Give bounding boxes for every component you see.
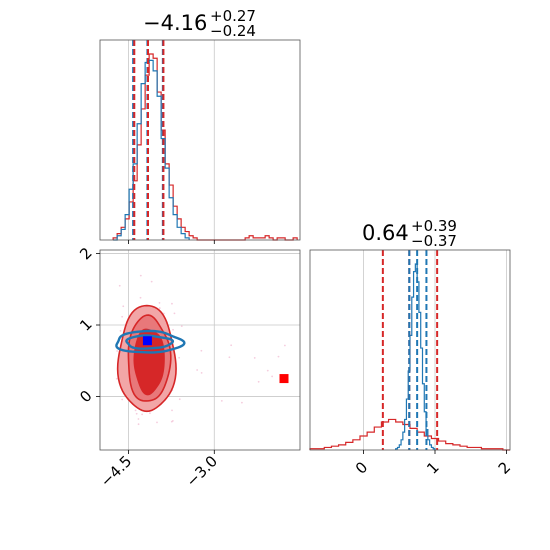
x-tick-label: 1	[423, 458, 442, 477]
y-tick-label: 2	[76, 244, 95, 263]
x-tick-label: −3.0	[183, 452, 221, 490]
sample-point	[230, 344, 233, 347]
marker-blue	[142, 336, 152, 346]
x-tick-label: 0	[352, 458, 371, 477]
x-tick-label: −4.5	[97, 452, 135, 490]
sample-point	[150, 280, 153, 283]
histogram-blue	[113, 59, 190, 241]
sample-point	[116, 350, 119, 352]
histogram-red	[309, 418, 510, 451]
sample-point	[137, 423, 140, 426]
sample-point	[156, 421, 158, 424]
sample-point	[173, 312, 176, 315]
y-tick-label: 0	[76, 387, 95, 406]
sample-point	[158, 307, 161, 309]
sample-point	[134, 409, 137, 412]
blue-contour-outer	[115, 329, 186, 354]
histogram-red	[112, 53, 298, 241]
histogram-panel-param2: 0 1 2 0.64 +0.39 −0.37	[309, 217, 514, 478]
x-tick-label: 2	[495, 458, 514, 477]
sample-point	[200, 349, 203, 352]
sample-point	[277, 355, 280, 358]
sample-point	[220, 400, 223, 402]
panel-frame	[309, 249, 511, 451]
sample-point	[271, 375, 274, 378]
panel-frame	[99, 249, 301, 451]
sample-point	[171, 409, 173, 412]
sample-point	[122, 305, 125, 308]
sample-point	[180, 325, 183, 327]
sample-point	[172, 328, 174, 331]
sample-point	[158, 301, 161, 304]
histogram-panel-param1: −4.16 +0.27 −0.24	[99, 7, 301, 244]
sample-point	[115, 377, 118, 380]
sample-point	[135, 412, 138, 415]
sample-point	[171, 419, 174, 422]
title-param1-lower-error: −0.24	[210, 22, 256, 40]
blue-contour-inner	[125, 334, 175, 350]
panel-frame	[99, 39, 301, 241]
histogram-blue	[395, 263, 436, 450]
sample-point	[266, 369, 269, 372]
sample-point	[228, 356, 231, 359]
sample-point	[149, 412, 151, 415]
sample-point	[257, 380, 260, 383]
title-param2-upper-error: +0.39	[411, 217, 457, 235]
sample-point	[283, 344, 286, 347]
y-tick-label: 1	[76, 315, 95, 334]
sample-point	[139, 296, 142, 299]
marker-red	[279, 374, 289, 384]
sample-point	[200, 371, 203, 374]
title-param2-value: 0.64	[362, 221, 409, 245]
sample-point	[178, 398, 181, 401]
sample-point	[118, 284, 121, 287]
sample-point	[241, 401, 243, 404]
title-param2-lower-error: −0.37	[411, 232, 457, 250]
sample-point	[121, 398, 124, 401]
sample-point	[119, 329, 122, 332]
sample-point	[121, 315, 124, 318]
sample-point	[171, 302, 173, 305]
red-contour-inner	[133, 328, 165, 396]
sample-point	[253, 357, 256, 359]
sample-point	[141, 413, 144, 416]
sample-point	[178, 356, 181, 359]
contour-panel: −4.5 −3.0 0 1 2	[76, 244, 301, 491]
sample-point	[137, 418, 140, 420]
sample-point	[196, 369, 199, 371]
title-param1-value: −4.16	[143, 11, 207, 35]
title-param1-upper-error: +0.27	[210, 7, 256, 25]
sample-point	[139, 274, 142, 277]
